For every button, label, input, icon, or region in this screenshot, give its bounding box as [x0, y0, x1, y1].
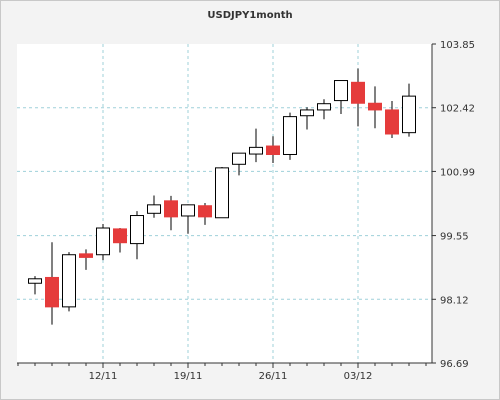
candle: [45, 242, 59, 325]
candle-body: [96, 227, 110, 256]
x-tick-label: 03/12: [344, 371, 373, 382]
candle: [334, 80, 348, 114]
y-tick-label: 100.99: [440, 167, 475, 178]
y-tick-label: 102.42: [440, 104, 475, 115]
x-tick-label: 19/11: [174, 371, 203, 382]
candle-body: [28, 278, 42, 284]
candle-body: [62, 254, 76, 308]
candle: [317, 99, 331, 120]
candle-body: [181, 204, 195, 217]
candle: [198, 203, 212, 225]
candle: [113, 228, 127, 253]
candle: [215, 166, 229, 219]
candle: [249, 128, 263, 163]
candle: [62, 252, 76, 312]
candle-body: [198, 205, 212, 218]
candle-body: [385, 109, 399, 135]
candle: [351, 68, 365, 127]
candle: [283, 112, 297, 160]
candle-body: [300, 109, 314, 117]
y-tick-label: 99.55: [440, 232, 469, 243]
x-tick-label: 26/11: [259, 371, 288, 382]
candle: [232, 152, 246, 176]
candle: [130, 211, 144, 260]
candle: [164, 195, 178, 231]
candle: [96, 223, 110, 261]
candle-body: [164, 200, 178, 218]
candle: [300, 107, 314, 130]
candle: [402, 83, 416, 137]
y-tick-label: 98.12: [440, 295, 469, 306]
candle: [385, 101, 399, 139]
candle: [28, 276, 42, 295]
candle: [79, 249, 93, 270]
candle-body: [249, 146, 263, 155]
candle-body: [334, 80, 348, 102]
candle-body: [79, 253, 93, 258]
y-tick-label: 103.85: [440, 40, 475, 51]
candle: [147, 195, 161, 218]
candle-body: [351, 81, 365, 104]
candle-body: [368, 102, 382, 111]
y-tick-label: 96.69: [440, 359, 469, 370]
chart-title: USDJPY1month: [207, 10, 293, 21]
candle-body: [317, 103, 331, 111]
candle-body: [402, 95, 416, 134]
candle-body: [45, 276, 59, 308]
x-tick-label: 12/11: [89, 371, 118, 382]
candle-body: [283, 116, 297, 155]
candle-body: [215, 167, 229, 219]
candle-body: [147, 204, 161, 214]
candle: [266, 136, 280, 163]
candle-body: [130, 215, 144, 245]
candle: [368, 86, 382, 129]
candle-body: [113, 228, 127, 244]
candle-body: [232, 152, 246, 165]
candle-body: [266, 145, 280, 155]
candle: [181, 204, 195, 234]
